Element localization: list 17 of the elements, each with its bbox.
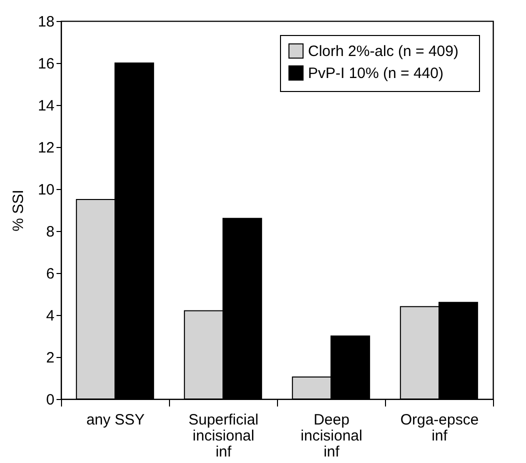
y-tick-label: 16: [38, 56, 54, 72]
y-tick-label: 10: [38, 182, 54, 198]
y-tick-label: 0: [46, 392, 54, 408]
y-tick-label: 18: [38, 14, 54, 30]
y-tick-label: 8: [46, 224, 54, 240]
legend-label: Clorh 2%-alc (n = 409): [308, 43, 458, 60]
y-tick-label: 12: [38, 140, 54, 156]
legend-label: PvP-I 10% (n = 440): [308, 65, 444, 82]
y-tick-label: 2: [46, 350, 54, 366]
y-tick-label: 14: [38, 98, 54, 114]
x-tick-label: Orga-epsce inf: [400, 412, 479, 444]
y-axis-title: % SSI: [10, 190, 27, 232]
x-tick-label: Deep incisional inf: [300, 412, 362, 460]
x-tick-label: Superficial incisional inf: [188, 412, 259, 460]
x-tick-label: any SSY: [86, 412, 145, 428]
y-tick-label: 6: [46, 266, 54, 282]
y-tick-label: 4: [46, 308, 54, 324]
